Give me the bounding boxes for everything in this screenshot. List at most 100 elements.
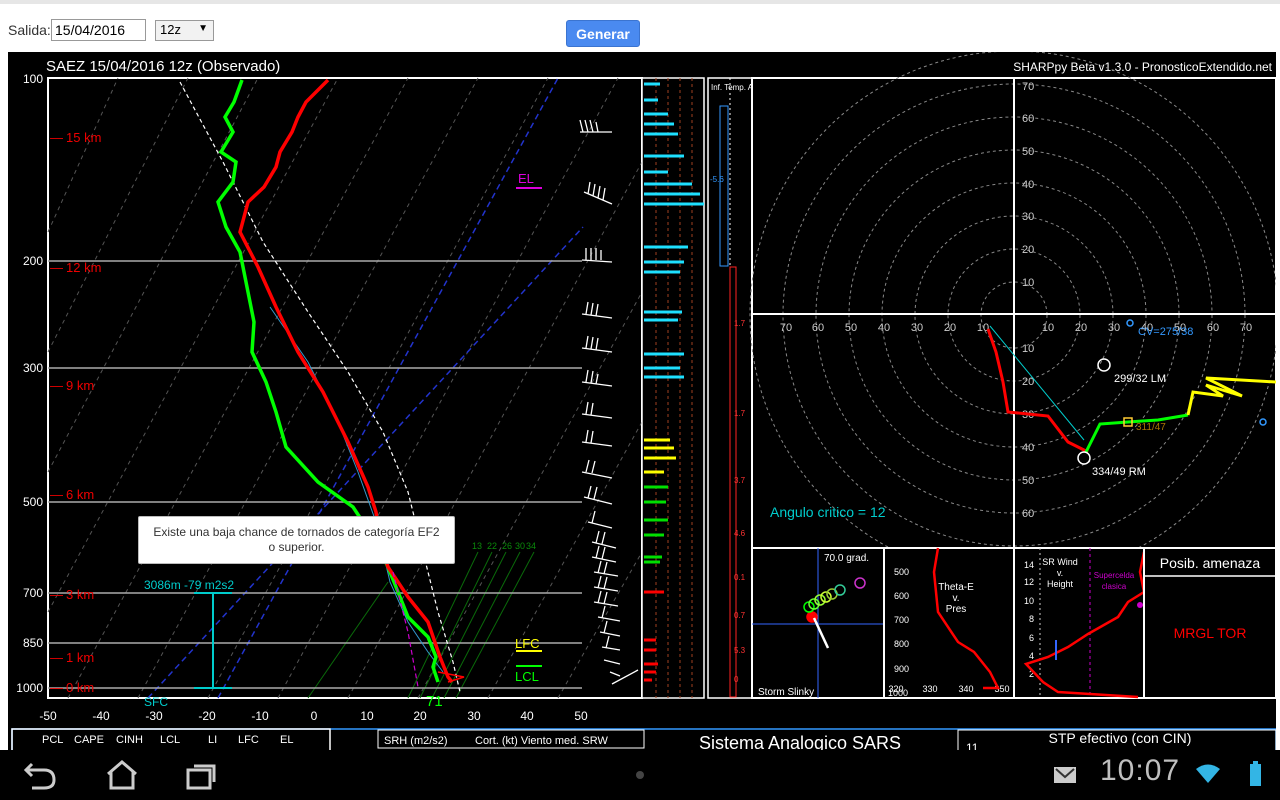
hodograph-trace-high: [1186, 376, 1276, 416]
cort-header: Cort. (kt) Viento med. SRW: [475, 735, 608, 747]
hour-select[interactable]: 12z ▼: [155, 20, 214, 41]
gmail-icon[interactable]: [1054, 767, 1076, 783]
pcl-headers: PCL CAPE CINH LCL LI LFC EL: [42, 734, 293, 746]
svg-text:60: 60: [812, 322, 824, 334]
left-mover-marker: [1097, 358, 1111, 372]
svg-text:—: —: [50, 378, 63, 393]
home-icon[interactable]: [107, 760, 137, 790]
shear-vector: [989, 325, 1085, 441]
svg-text:22: 22: [487, 541, 497, 551]
hodograph-trace-low: [986, 328, 1089, 454]
svg-text:30: 30: [515, 541, 525, 551]
downdraft-trace: [392, 571, 419, 688]
svg-text:10: 10: [1022, 277, 1034, 289]
svg-text:60: 60: [1022, 508, 1034, 520]
pressure-label: 300: [23, 361, 43, 375]
svg-text:1000: 1000: [888, 688, 908, 698]
svg-text:70: 70: [1022, 81, 1034, 93]
svg-text:Supercelda: Supercelda: [1094, 571, 1135, 580]
svg-text:40: 40: [1022, 442, 1034, 454]
sars-title: Sistema Analogico SARS: [699, 733, 901, 752]
slinky-title: Storm Slinky: [758, 687, 814, 698]
isobars: [48, 260, 582, 689]
svg-text:—: —: [50, 487, 63, 502]
pressure-label: 850: [23, 636, 43, 650]
sounding-plot: SAEZ 15/04/2016 12z (Observado) SHARPpy …: [8, 52, 1276, 752]
svg-text:LCL: LCL: [160, 734, 180, 746]
temp-tick: -40: [92, 709, 110, 723]
stp-number: 11: [966, 741, 979, 752]
top-toolbar: Salida: 12z ▼ Generar: [0, 0, 1280, 50]
svg-text:0.1: 0.1: [734, 573, 746, 582]
wind-barbs: [579, 119, 639, 685]
status-clock: 10:07: [1100, 754, 1181, 787]
dropdown-arrow-icon: ▼: [198, 23, 208, 34]
svg-text:20: 20: [1022, 376, 1034, 388]
android-navbar: [0, 750, 1280, 800]
svg-text:34: 34: [526, 541, 536, 551]
svg-text:v.: v.: [952, 593, 959, 604]
svg-text:26: 26: [502, 541, 512, 551]
theta-pres-labels: 500 600 700 800 900 1000: [888, 567, 909, 698]
theta-e-trace: [932, 547, 1001, 690]
svg-text:60: 60: [1022, 113, 1034, 125]
svg-text:14: 14: [1024, 560, 1034, 570]
program-header: SHARPpy Beta v1.3.0 - PronosticoExtendid…: [1013, 60, 1272, 74]
warm-advection-bar: [729, 266, 737, 698]
mixing-ratio-lines: [307, 551, 535, 699]
pressure-labels: 100 200 300 500 700 850 1000: [16, 72, 43, 695]
sfc-label: SFC: [144, 695, 168, 709]
svg-text:Height: Height: [1047, 579, 1074, 589]
surface-parcel: [437, 671, 465, 683]
svg-text:LI: LI: [208, 734, 217, 746]
height-label: 12 km: [66, 260, 101, 275]
svg-text:EL: EL: [280, 734, 293, 746]
svg-text:10: 10: [1022, 343, 1034, 355]
svg-text:LFC: LFC: [238, 734, 259, 746]
adv-value: -5.6: [710, 175, 724, 184]
svg-text:—: —: [50, 260, 63, 275]
srh-header: SRH (m2/s2): [384, 735, 448, 747]
generate-button[interactable]: Generar: [566, 20, 640, 47]
height-label: 3 km: [66, 587, 94, 602]
height-label: 0 km: [66, 680, 94, 695]
pressure-label: 700: [23, 586, 43, 600]
supercell-label: Supercelda clasica: [1094, 571, 1135, 591]
navbar-icons: [23, 760, 1261, 790]
svg-text:50: 50: [1022, 475, 1034, 487]
height-labels: —15 km —12 km —9 km —6 km —3 km —1 km —0…: [50, 130, 101, 695]
surface-dewpoint-label: 71: [426, 693, 443, 710]
isotherms: [47, 77, 643, 699]
svg-text:1.7: 1.7: [734, 319, 746, 328]
recent-apps-icon[interactable]: [186, 764, 216, 790]
svg-text:clasica: clasica: [1102, 582, 1127, 591]
back-icon[interactable]: [23, 762, 56, 790]
wind-speed-gridlines: [655, 78, 693, 698]
svg-text:20: 20: [1075, 322, 1087, 334]
date-input[interactable]: [51, 19, 146, 41]
temp-tick: 20: [413, 709, 427, 723]
temperature-trace: [238, 78, 454, 684]
left-mover-label: 299/32 LM: [1114, 373, 1166, 385]
svg-text:8: 8: [1029, 614, 1034, 624]
dewpoint-trace: [216, 79, 440, 683]
right-mover-label: 334/49 RM: [1092, 466, 1146, 478]
svg-text:60: 60: [1207, 322, 1219, 334]
height-label: 1 km: [66, 650, 94, 665]
threat-value: MRGL TOR: [1174, 625, 1247, 641]
temp-tick: -50: [39, 709, 57, 723]
svg-text:10: 10: [1042, 322, 1054, 334]
skewt-frame: [47, 77, 643, 699]
height-label: 15 km: [66, 130, 101, 145]
temp-tick: -10: [251, 709, 269, 723]
svg-text:0: 0: [734, 675, 739, 684]
pressure-label: 100: [23, 72, 43, 86]
sounding-svg: SAEZ 15/04/2016 12z (Observado) SHARPpy …: [11, 52, 1276, 752]
mean-wind-label: 311/47: [1136, 422, 1166, 433]
hodograph-left-labels: 70 60 50 40 30 20 10: [780, 322, 989, 334]
svg-text:SR Wind: SR Wind: [1042, 557, 1078, 567]
svg-text:50: 50: [845, 322, 857, 334]
wind-speed-column: [641, 77, 705, 699]
hodograph-right-labels: 10 20 30 40 50 60 70: [1042, 322, 1252, 334]
lfc-label: LFC: [515, 636, 540, 651]
